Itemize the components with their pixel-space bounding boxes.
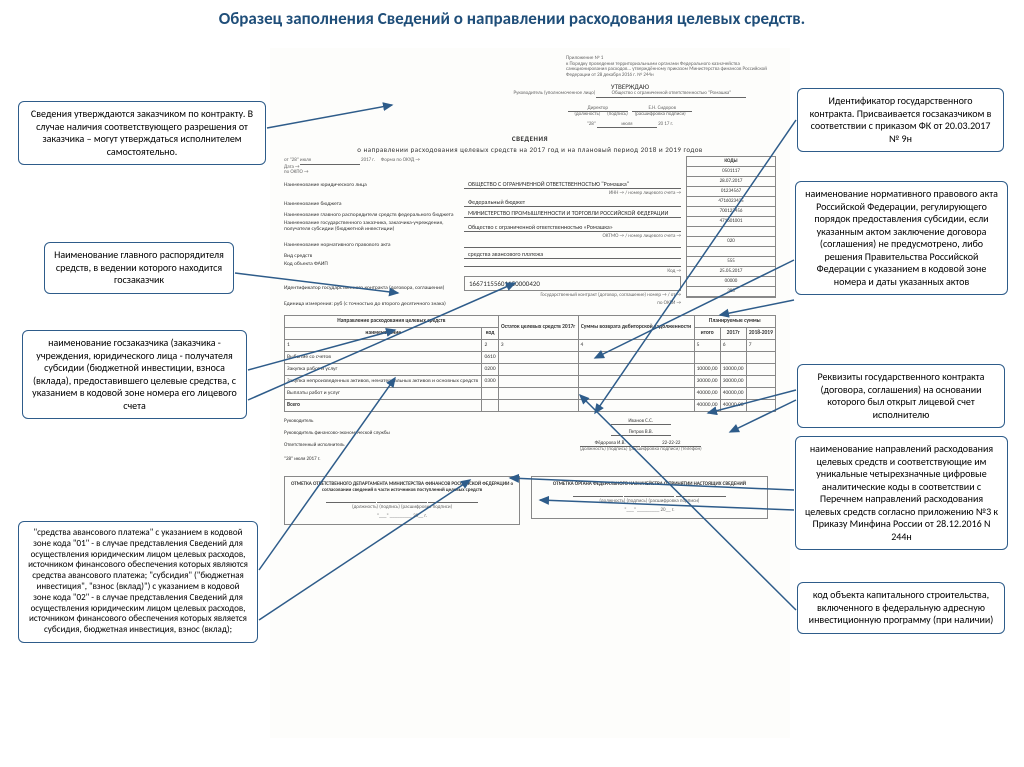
sig-role3: Ответственный исполнитель	[284, 442, 345, 448]
callout-directions: наименование направлений расходования це…	[795, 436, 1008, 550]
callout-igk: Идентификатор государственного контракта…	[797, 88, 1004, 152]
code-okpo: 01234567	[687, 187, 775, 197]
th-sum: итого	[694, 327, 720, 339]
r8-lbl: Единица измерения: руб (с точностью до в…	[284, 301, 464, 307]
sig-role2: Руководитель финансово-экономической слу…	[284, 430, 390, 436]
date-day: 28	[589, 121, 594, 127]
r1-val: ОБЩЕСТВО С ОГРАНИЧЕННОЙ ОТВЕТСТВЕННОСТЬЮ…	[464, 180, 681, 189]
callout-contract: Реквизиты государственного контракта (до…	[797, 364, 1005, 428]
row5-v2: 40000,00	[720, 399, 746, 411]
r6-lbl: Вид средств	[284, 253, 464, 259]
form-document: Приложение № 1к Порядку проведения терри…	[270, 48, 790, 738]
expense-table: Направление расходования целевых средств…	[284, 315, 776, 412]
row4-code	[482, 387, 498, 399]
th-balance: Остаток целевых средств 2017г	[498, 315, 578, 339]
col-3: 3	[498, 339, 578, 351]
th-code: код	[482, 327, 498, 339]
codes-box: КОДЫ 0501117 28.07.2017 01234567 4716023…	[686, 156, 776, 298]
stamp1-text: ОТМЕТКА ОТВЕТСТВЕННОГО ДЕПАРТАМЕНТА МИНИ…	[289, 481, 515, 493]
row4-v: 40000,00	[694, 387, 720, 399]
code-inn: 4716023435	[687, 197, 775, 207]
r2-val: Федеральный бюджет	[464, 198, 681, 207]
row3-code: 0300	[482, 375, 498, 387]
row4-v2: 40000,00	[720, 387, 746, 399]
r7-lbl: Код объекта ФАИП	[284, 261, 464, 267]
th-2017: 2017г	[720, 327, 746, 339]
row5-name: Всего	[285, 399, 482, 411]
col-4: 4	[578, 339, 694, 351]
col-1: 1	[285, 339, 482, 351]
r7-val	[464, 266, 681, 267]
r1-lbl: Наименование юридического лица	[284, 182, 464, 188]
page-title: Образец заполнения Сведений о направлени…	[0, 0, 1024, 33]
code-rub: 383	[687, 287, 775, 297]
stamp-treasury: ОТМЕТКА ОРГАНА ФЕДЕРАЛЬНОГО КАЗНАЧЕЙСТВА…	[531, 476, 767, 519]
approve-org: Общество с ограниченной ответственностью…	[596, 91, 746, 98]
th-name: наименование	[285, 327, 482, 339]
r4-val: Общество с ограниченной ответственностью…	[464, 223, 681, 232]
callout-grbs: Наименование главного распорядителя сред…	[44, 242, 234, 294]
code-okei: 00000	[687, 277, 775, 287]
row3-v: 30000,00	[694, 375, 720, 387]
stamp-minfin: ОТМЕТКА ОТВЕТСТВЕННОГО ДЕПАРТАМЕНТА МИНИ…	[284, 476, 520, 525]
col-5: 5	[694, 339, 720, 351]
row3-name: Закупка непроизведенных активов, нематер…	[285, 375, 482, 387]
callout-approval: Сведения утверждаются заказчиком по конт…	[18, 101, 266, 165]
d2-d: 28	[292, 157, 297, 163]
code-ls2: 020	[687, 237, 775, 247]
th-return: Суммы возврата дебиторской задолженности	[578, 315, 694, 339]
doc-subtitle: о направлении расходования целевых средс…	[284, 145, 776, 154]
approve-sub: Руководитель (уполномоченное лицо)	[514, 90, 596, 96]
code-date: 28.07.2017	[687, 177, 775, 187]
r2-lbl: Наименование бюджета	[284, 201, 464, 207]
form-annex-note: Приложение № 1к Порядку проведения терри…	[566, 56, 776, 78]
date-month: июля	[597, 122, 657, 129]
sig-n1: Иванов С.С.	[611, 418, 671, 425]
doc-title: СВЕДЕНИЯ	[284, 134, 776, 143]
code-gos	[687, 247, 775, 257]
callout-faip: код объекта капитального строительства, …	[797, 582, 1005, 634]
col-2: 2	[482, 339, 498, 351]
col-6: 6	[720, 339, 746, 351]
d2-y: 2017	[361, 157, 371, 163]
date-year: 20 17	[658, 121, 669, 127]
r9-lbl: Идентификатор государственного контракта…	[284, 285, 464, 291]
r9-val: 16671155601150000420	[464, 276, 681, 291]
r6-val: средства авансового платежа	[464, 250, 681, 259]
r5-lbl: Наименование нормативного правового акта	[284, 242, 464, 248]
r3-lbl: Наименование главного распорядителя сред…	[284, 212, 464, 218]
r5-val	[464, 247, 681, 248]
signature-block: Руководитель Руководитель финансово-экон…	[284, 418, 776, 462]
r3-val: МИНИСТЕРСТВО ПРОМЫШЛЕННОСТИ И ТОРГОВЛИ Р…	[464, 209, 681, 218]
stamp2-text: ОТМЕТКА ОРГАНА ФЕДЕРАЛЬНОГО КАЗНАЧЕЙСТВА…	[536, 481, 762, 487]
th-plan: Планируемые суммы	[694, 315, 775, 327]
row4-name: Выплаты работ и услуг	[285, 387, 482, 399]
sig-role1: Руководитель	[284, 418, 313, 424]
code-num: 555	[687, 257, 775, 267]
row2-name: Закупка работ и услуг	[285, 363, 482, 375]
code-kpp: 700123456	[687, 207, 775, 217]
callout-npa: наименование нормативного правового акта…	[795, 181, 1008, 295]
row1-name: Выбытие со счетов	[285, 351, 482, 363]
row2-code: 0200	[482, 363, 498, 375]
th-direction: Направление расходования целевых средств	[285, 315, 499, 327]
callout-funds-type: "средства авансового платежа" с указание…	[18, 521, 258, 643]
callout-customer: наименование госзаказчика (заказчика - у…	[22, 330, 247, 419]
sig-n2: Петров В.В.	[611, 429, 671, 436]
code-okpo2	[687, 227, 775, 237]
col-7: 7	[746, 339, 775, 351]
row1-code: 0610	[482, 351, 498, 363]
sig-date: "28" июля 2017 г.	[284, 456, 481, 462]
code-okud: 0501117	[687, 167, 775, 177]
code-dat: 25.05.2017	[687, 267, 775, 277]
row2-v: 10000,00	[694, 363, 720, 375]
codes-header: КОДЫ	[687, 157, 775, 167]
row5-v: 40000,00	[694, 399, 720, 411]
row3-v2: 30000,00	[720, 375, 746, 387]
r4-lbl: Наименование государственного заказчика,…	[284, 220, 464, 232]
code-ls: 471601001	[687, 217, 775, 227]
d2-m: июля	[300, 158, 360, 165]
r10-lbl: Государственный контракт (договор, согла…	[540, 292, 646, 298]
row2-v2: 10000,00	[720, 363, 746, 375]
